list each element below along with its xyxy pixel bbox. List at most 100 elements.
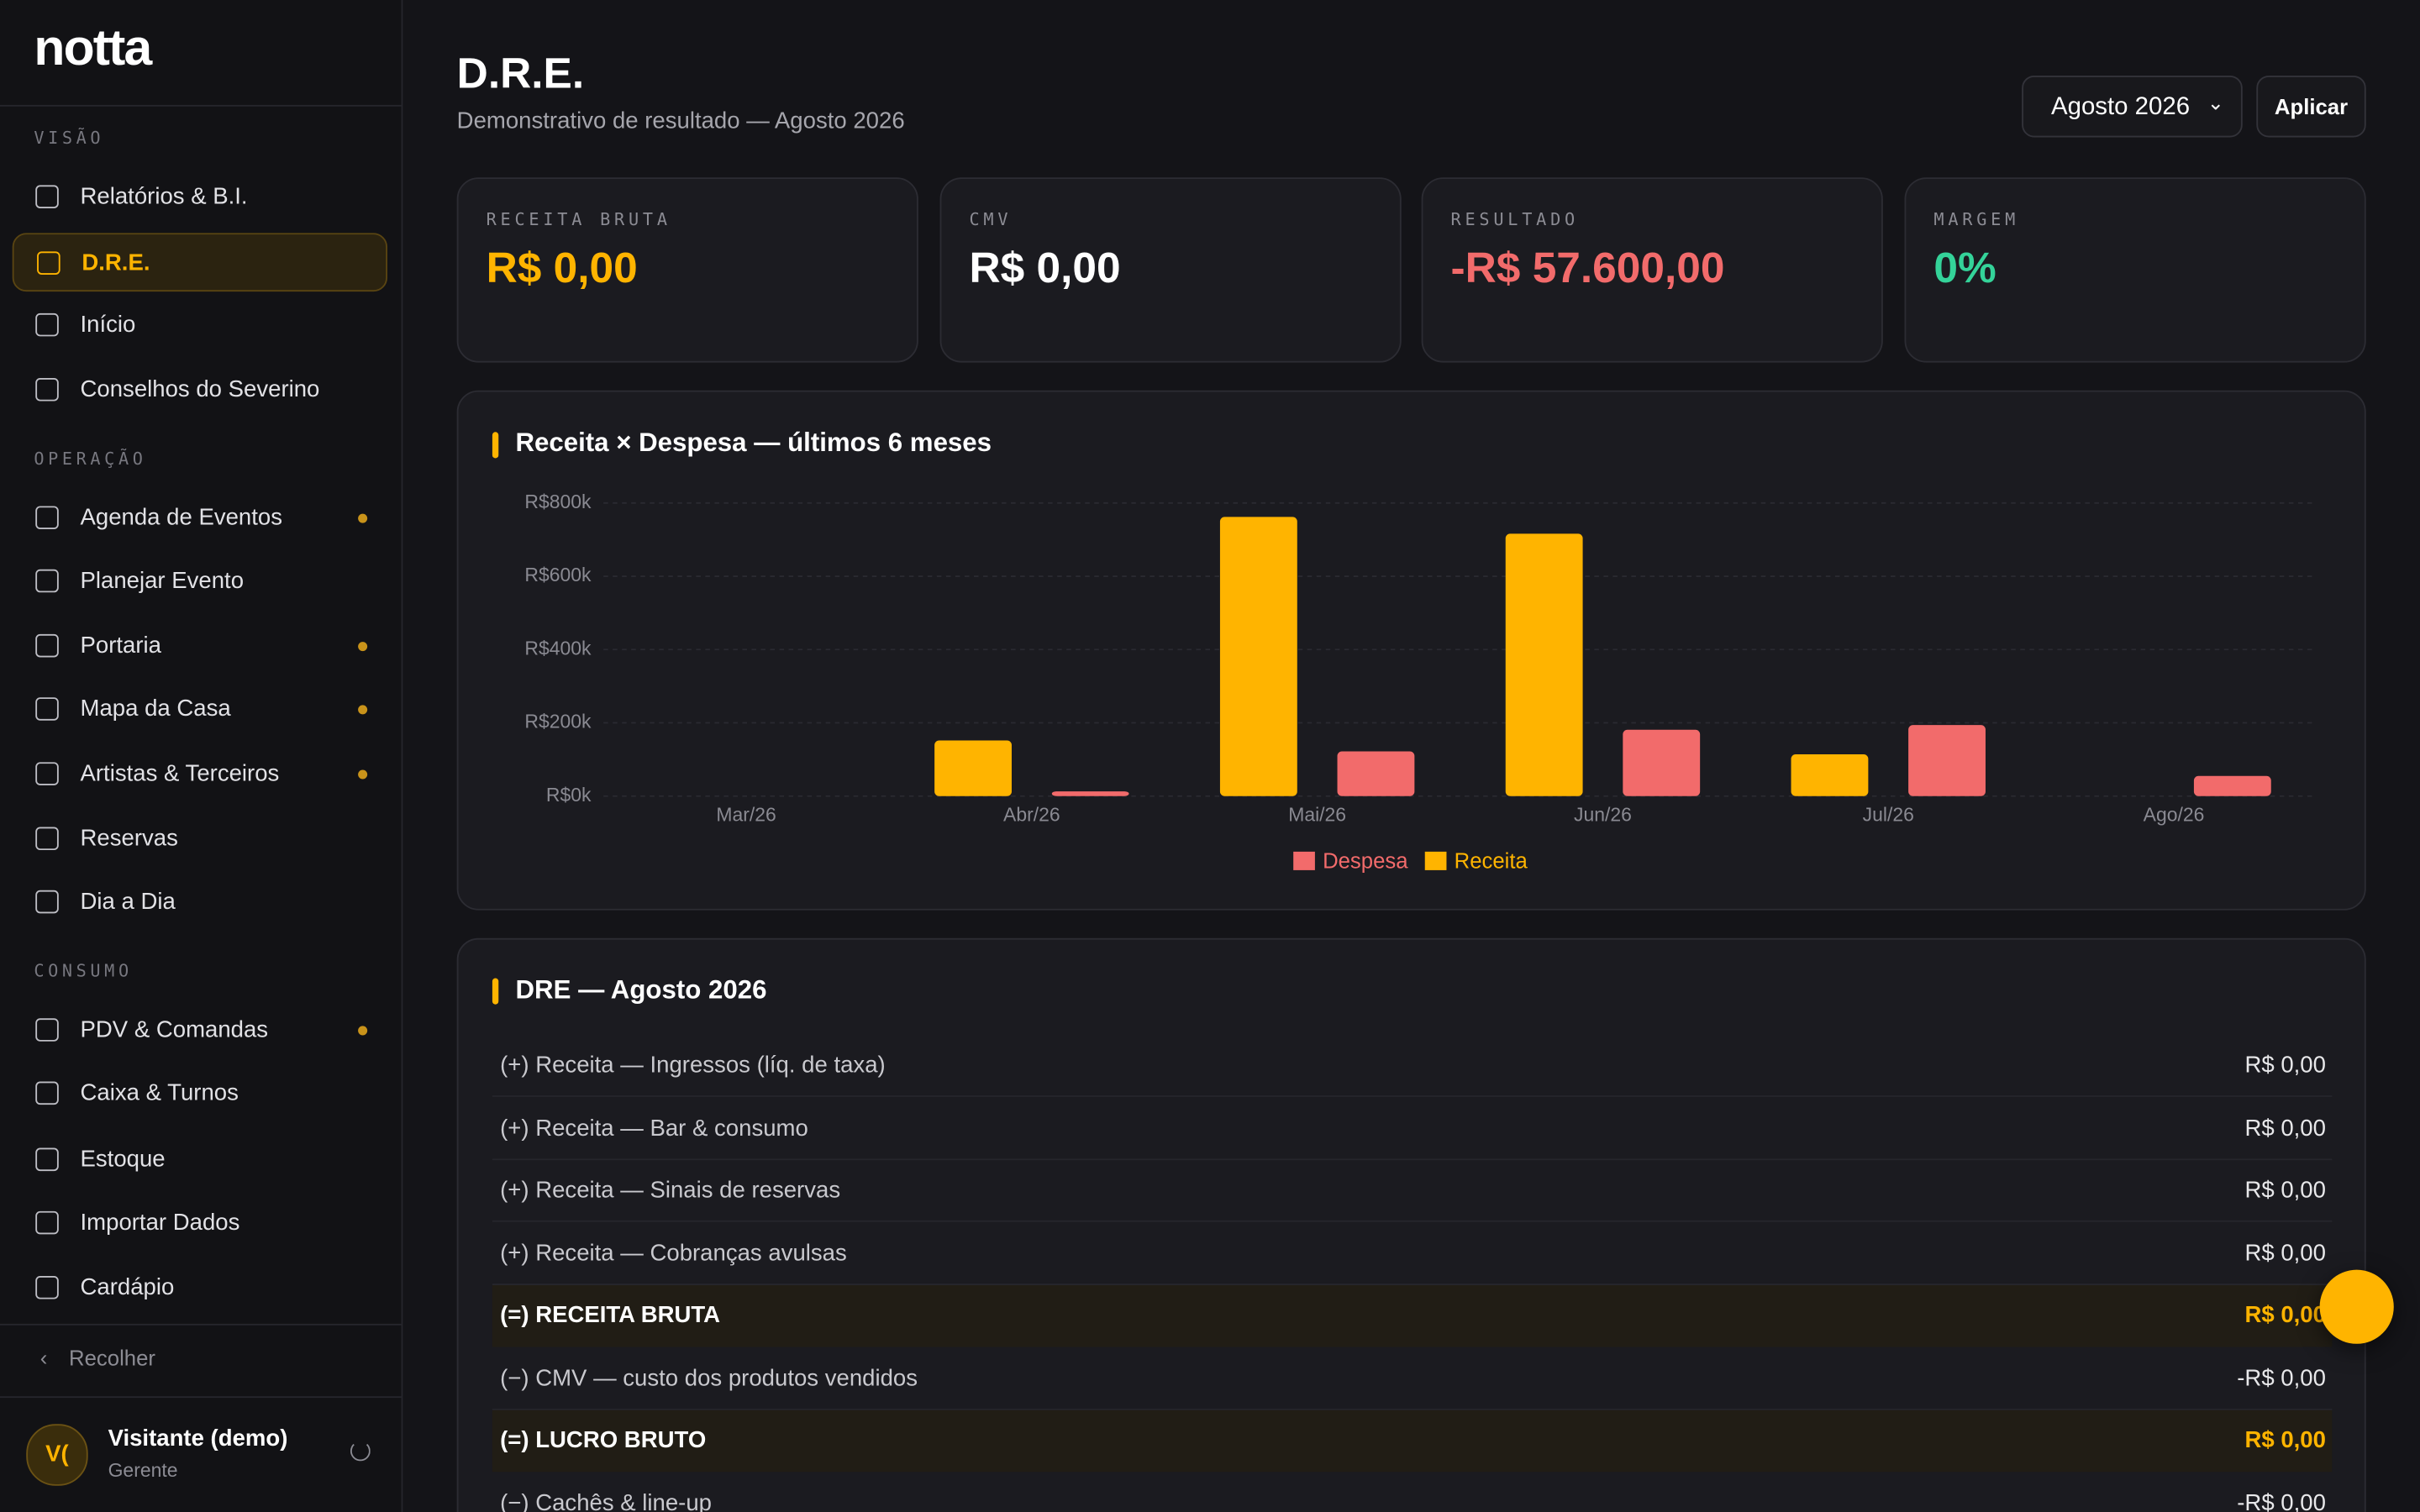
legend-swatch	[1424, 851, 1447, 870]
x-tick-label: Jun/26	[1574, 804, 1632, 826]
row-value: R$ 0,00	[2244, 1177, 2326, 1204]
nav-item[interactable]: Relatórios & B.I.	[13, 168, 387, 227]
dre-row: (−) Cachês & line-up -R$ 0,00	[492, 1473, 2332, 1512]
bar	[1051, 791, 1129, 796]
nav-icon	[35, 378, 59, 402]
logout-button[interactable]	[350, 1441, 371, 1462]
dre-row: (−) CMV — custo dos produtos vendidos -R$…	[492, 1347, 2333, 1410]
nav-item[interactable]: D.R.E.	[12, 233, 388, 292]
dre-row: (+) Receita — Sinais de reservas R$ 0,00	[492, 1160, 2333, 1222]
legend-label: Receita	[1455, 850, 1528, 874]
user-role: Gerente	[108, 1459, 178, 1482]
nav-item[interactable]: Início	[13, 297, 387, 355]
kpi-card: CMV R$ 0,00	[939, 177, 1402, 363]
nav-item[interactable]: Caixa & Turnos	[13, 1064, 387, 1123]
x-tick-label: Ago/26	[2144, 804, 2205, 826]
dre-row: (+) Receita — Cobranças avulsas R$ 0,00	[492, 1223, 2333, 1285]
avatar: V(	[26, 1424, 88, 1486]
row-label: (+) Receita — Ingressos (líq. de taxa)	[500, 1052, 886, 1079]
sidebar: notta VISÃO Relatórios & B.I. D.R.E. Início…	[0, 0, 403, 1512]
nav-icon	[35, 890, 59, 914]
row-label: (=) RECEITA BRUTA	[500, 1302, 721, 1329]
nav-label: Agenda de Eventos	[80, 504, 283, 531]
row-value: R$ 0,00	[2244, 1052, 2326, 1079]
nav-icon	[35, 1018, 59, 1042]
nav-label: Relatórios & B.I.	[80, 183, 248, 210]
nav-icon	[35, 697, 59, 721]
nav-item[interactable]: Cardápio	[13, 1259, 387, 1318]
row-value: -R$ 0,00	[2237, 1489, 2326, 1512]
nav-label: Mapa da Casa	[80, 696, 231, 722]
row-label: (−) Cachês & line-up	[500, 1489, 713, 1512]
page-title: D.R.E.	[456, 49, 585, 97]
title-accent	[492, 978, 499, 1005]
kpi-value: -R$ 57.600,00	[1450, 244, 1725, 292]
nav-label: Portaria	[80, 633, 161, 659]
bar	[1505, 533, 1583, 796]
badge-dot	[358, 705, 368, 715]
nav-label: Início	[80, 312, 136, 339]
section-title: OPERAÇÃO	[34, 449, 147, 470]
nav-item[interactable]: Mapa da Casa	[13, 680, 387, 739]
chart: Receita × Despesa — últimos 6 meses R$0k…	[492, 428, 2317, 874]
kpi-label: CMV	[969, 209, 1013, 230]
dre-card: DRE — Agosto 2026 (+) Receita — Ingresso…	[456, 937, 2366, 1512]
row-label: (+) Receita — Bar & consumo	[500, 1115, 808, 1142]
apply-button[interactable]: Aplicar	[2256, 76, 2366, 138]
nav-icon	[35, 827, 59, 851]
badge-dot	[358, 513, 368, 523]
badge-dot	[358, 1026, 368, 1036]
nav-item[interactable]: Estoque	[13, 1131, 387, 1189]
collapse-button[interactable]: ‹ Recolher	[39, 1345, 155, 1371]
x-tick-label: Mai/26	[1288, 804, 1346, 826]
badge-dot	[358, 769, 368, 780]
nav-label: Cardápio	[80, 1274, 175, 1301]
nav-item[interactable]: Reservas	[13, 810, 387, 869]
section-title: CONSUMO	[34, 961, 133, 982]
y-tick-label: R$200k	[524, 711, 592, 732]
bar	[1337, 751, 1415, 796]
collapse-label: Recolher	[69, 1345, 155, 1371]
dre-row: (=) LUCRO BRUTO R$ 0,00	[492, 1410, 2333, 1473]
y-tick-label: R$0k	[546, 784, 592, 806]
nav-icon	[35, 633, 59, 658]
nav-label: Conselhos do Severino	[80, 376, 320, 403]
nav-item[interactable]: Dia a Dia	[13, 874, 387, 932]
nav-item[interactable]: Conselhos do Severino	[13, 361, 387, 420]
bar	[1623, 729, 1701, 796]
kpi-label: RECEITA BRUTA	[486, 209, 671, 230]
row-value: R$ 0,00	[2244, 1302, 2326, 1329]
kpi-card: MARGEM 0%	[1904, 177, 2366, 363]
nav-icon	[35, 506, 59, 530]
dre-row: (+) Receita — Ingressos (líq. de taxa) R$…	[492, 1035, 2333, 1097]
nav-item[interactable]: PDV & Comandas	[13, 1001, 387, 1060]
nav-icon	[35, 569, 59, 593]
period-select[interactable]: Agosto 2026 ⌄	[2022, 76, 2243, 138]
nav-item[interactable]: Planejar Evento	[13, 553, 387, 612]
bar	[934, 740, 1012, 796]
period-label: Agosto 2026	[2051, 94, 2191, 121]
nav-item[interactable]: Portaria	[13, 617, 387, 676]
nav-item[interactable]: Agenda de Eventos	[13, 489, 387, 548]
nav-icon	[35, 312, 59, 337]
chart-title: Receita × Despesa — últimos 6 meses	[515, 428, 992, 457]
nav-label: Importar Dados	[80, 1210, 240, 1236]
title-accent	[492, 432, 499, 459]
nav-label: PDV & Comandas	[80, 1016, 269, 1043]
dre-title: DRE — Agosto 2026	[515, 974, 767, 1005]
row-label: (+) Receita — Sinais de reservas	[500, 1177, 841, 1204]
y-tick-label: R$800k	[524, 491, 592, 512]
nav-item[interactable]: Importar Dados	[13, 1194, 387, 1253]
row-value: R$ 0,00	[2244, 1426, 2326, 1454]
row-label: (=) LUCRO BRUTO	[500, 1426, 707, 1454]
kpi-value: R$ 0,00	[969, 244, 1121, 292]
assistant-button[interactable]	[2319, 1269, 2394, 1344]
x-tick-label: Abr/26	[1003, 804, 1060, 826]
kpi-label: RESULTADO	[1450, 209, 1580, 230]
bar	[2193, 775, 2271, 796]
nav-item[interactable]: Artistas & Terceiros	[13, 745, 387, 804]
nav-label: Planejar Evento	[80, 567, 245, 595]
nav-icon	[35, 185, 59, 208]
row-value: R$ 0,00	[2244, 1115, 2326, 1142]
